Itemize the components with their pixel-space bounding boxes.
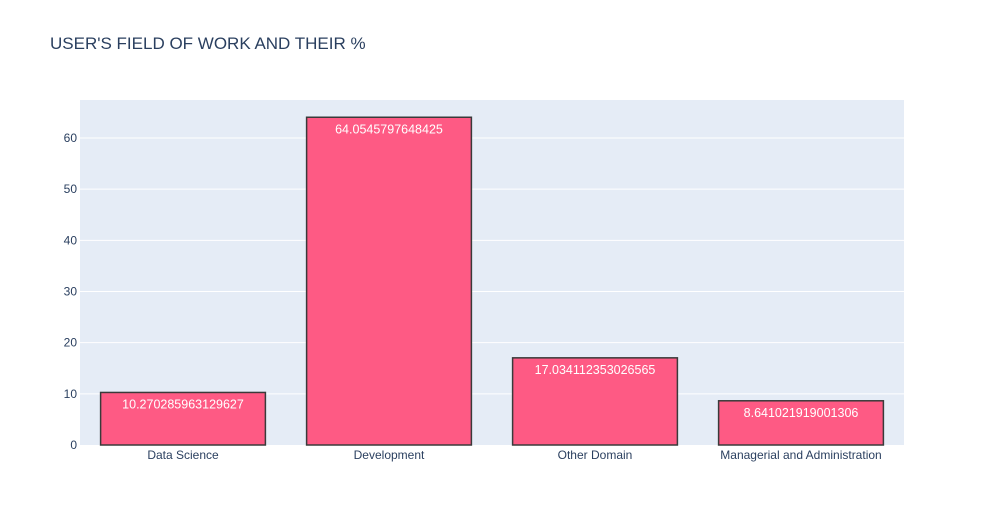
y-tick-label: 0: [70, 438, 77, 452]
bar: [717, 400, 885, 446]
y-tick-label: 60: [64, 131, 78, 145]
y-tick-label: 50: [64, 182, 78, 196]
y-tick-label: 20: [64, 336, 78, 350]
y-tick-label: 30: [64, 284, 78, 298]
x-tick-label: Data Science: [147, 448, 219, 462]
bar-value-label: 17.034112353026565: [535, 363, 656, 377]
plot-background: [80, 100, 904, 445]
chart-title: USER'S FIELD OF WORK AND THEIR %: [50, 34, 366, 53]
x-tick-label: Managerial and Administration: [720, 448, 881, 462]
grid-lines: [80, 137, 904, 395]
bar-value-label: 64.0545797648425: [335, 122, 443, 136]
y-tick-label: 40: [64, 233, 78, 247]
bar: [305, 116, 473, 446]
y-tick-label: 10: [64, 387, 78, 401]
bar-value-label: 8.641021919001306: [744, 406, 859, 420]
data-labels: 10.270285963129627 64.0545797648425 17.034…: [122, 122, 858, 420]
y-axis-ticks: 0 10 20 30 40 50 60: [64, 131, 78, 452]
x-axis-ticks: Data Science Development Other Domain Manag…: [147, 448, 881, 462]
x-tick-label: Other Domain: [558, 448, 633, 462]
bar: [511, 357, 679, 446]
bar: [99, 391, 267, 446]
bar-value-label: 10.270285963129627: [122, 397, 244, 411]
bars: [99, 116, 885, 446]
x-tick-label: Development: [354, 448, 425, 462]
